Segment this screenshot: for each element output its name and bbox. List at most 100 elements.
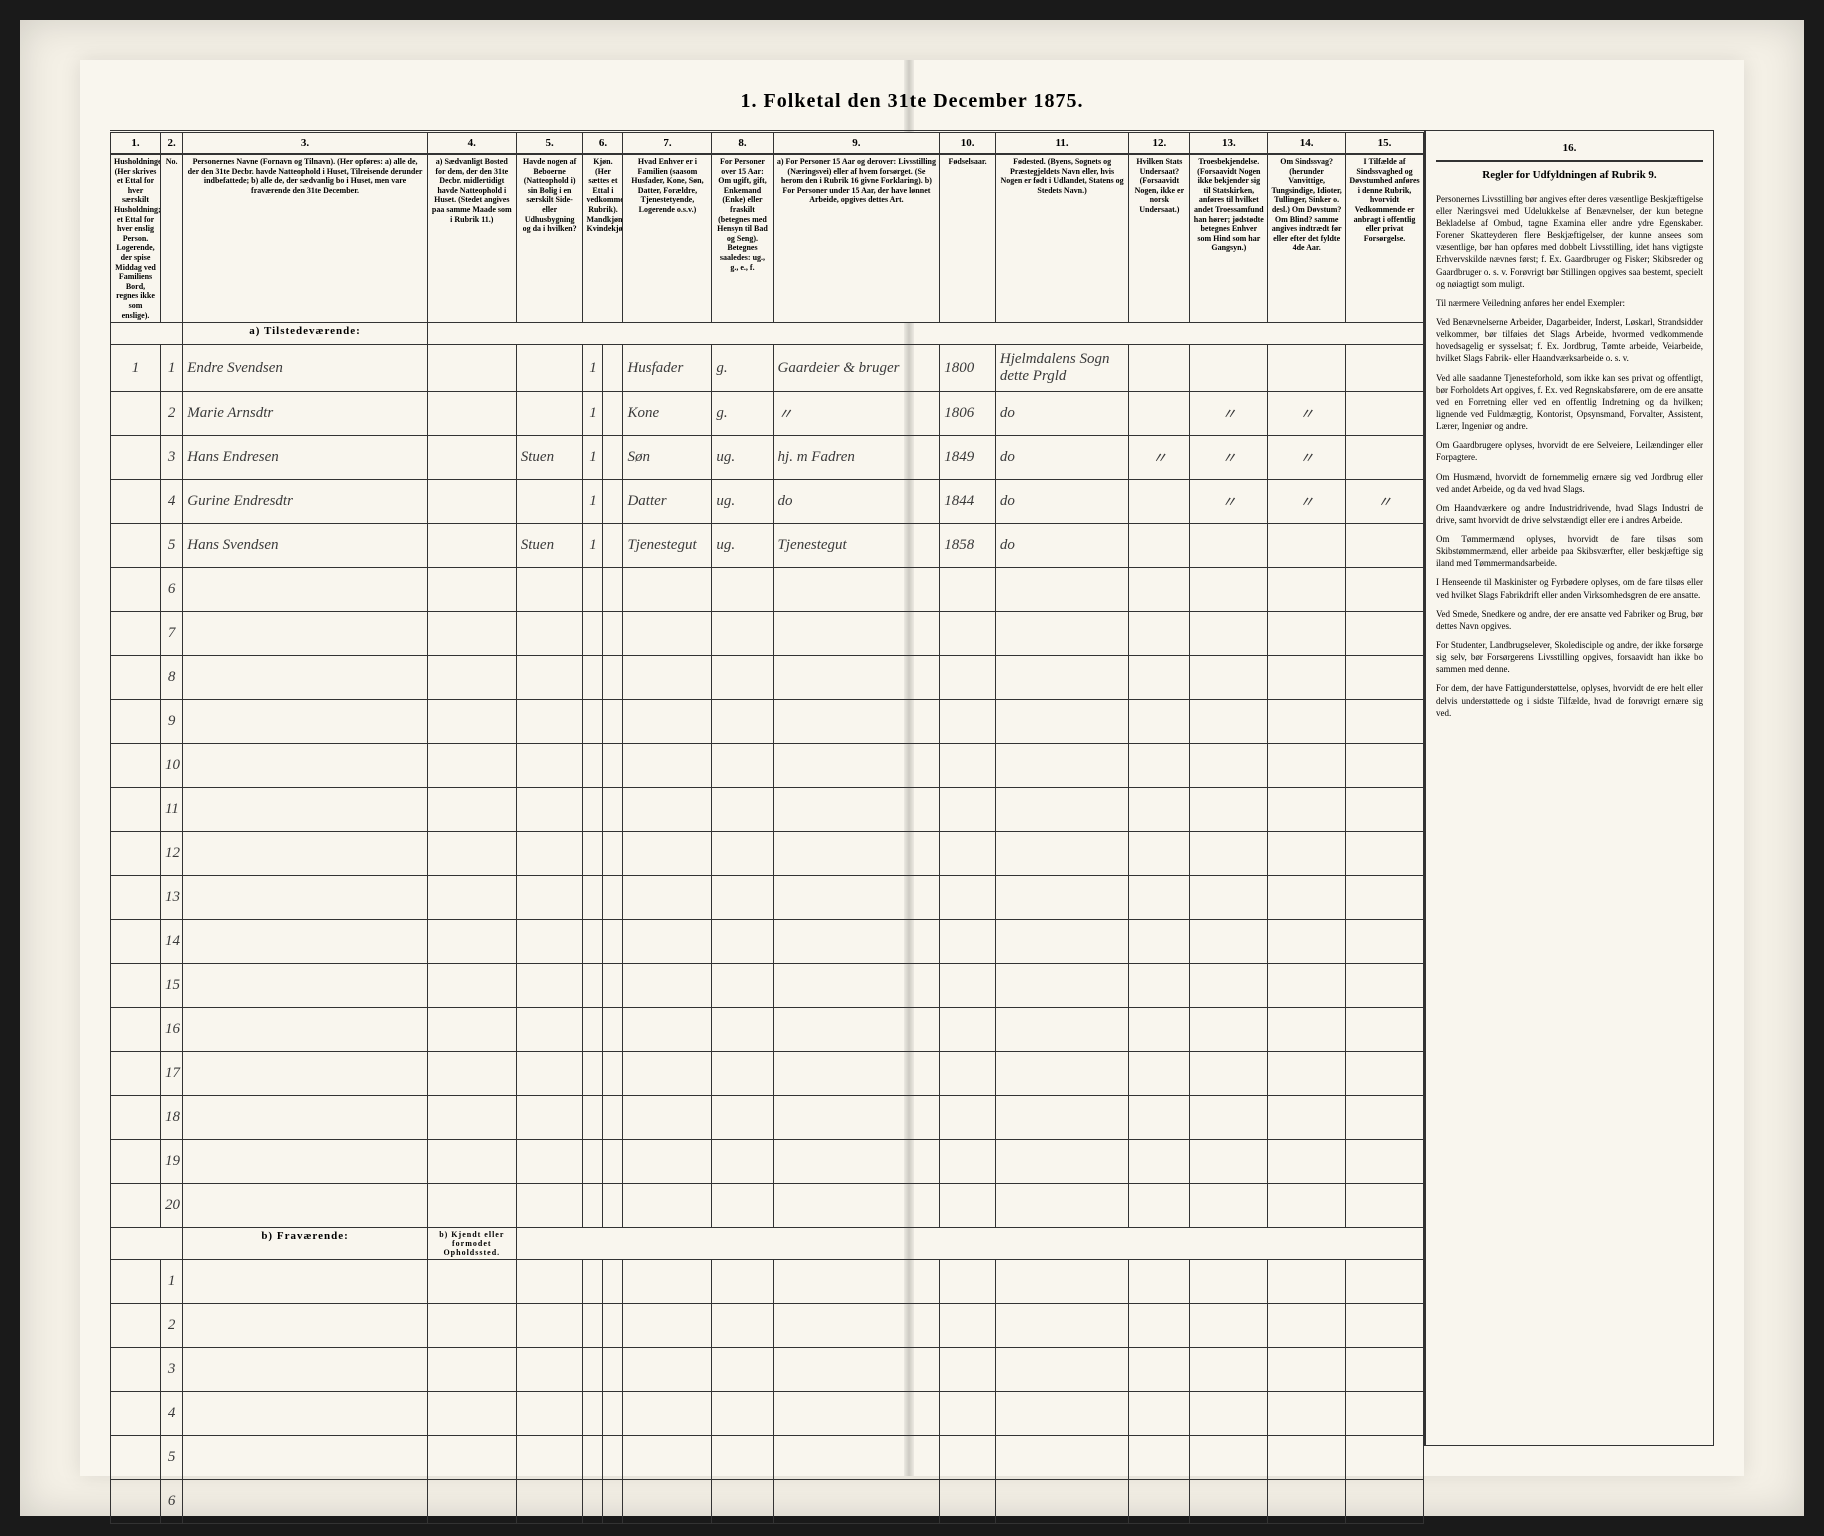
table-cell <box>183 1304 428 1348</box>
table-row: 4 <box>111 1392 1424 1436</box>
table-cell <box>1129 568 1190 612</box>
table-cell <box>773 1304 940 1348</box>
table-cell <box>773 744 940 788</box>
table-cell: 13 <box>161 876 183 920</box>
table-cell <box>712 788 773 832</box>
table-cell: 3 <box>161 1348 183 1392</box>
head-14: Om Sindssvag? (herunder Vanvittige, Tung… <box>1268 154 1346 323</box>
table-cell <box>995 1392 1128 1436</box>
table-cell <box>1190 876 1268 920</box>
table-cell <box>603 1008 623 1052</box>
table-cell <box>583 1348 603 1392</box>
table-cell <box>940 612 996 656</box>
table-cell <box>623 1184 712 1228</box>
table-cell <box>427 1480 516 1524</box>
table-cell <box>1346 1184 1424 1228</box>
table-cell: 5 <box>161 524 183 568</box>
sidebar-p1: Personernes Livsstilling bør angives eft… <box>1436 193 1703 290</box>
table-cell: hj. m Fadren <box>773 436 940 480</box>
table-cell <box>516 1008 583 1052</box>
table-cell <box>940 1052 996 1096</box>
table-cell <box>1268 744 1346 788</box>
table-cell <box>1268 1304 1346 1348</box>
table-cell <box>516 1184 583 1228</box>
table-cell <box>1346 964 1424 1008</box>
table-row: 1 <box>111 1260 1424 1304</box>
table-cell <box>111 788 161 832</box>
table-cell: 17 <box>161 1052 183 1096</box>
table-cell <box>623 1260 712 1304</box>
sidebar-p6: Om Husmænd, hvorvidt de fornemmelig ernæ… <box>1436 471 1703 495</box>
table-cell <box>1346 1008 1424 1052</box>
table-cell <box>712 1096 773 1140</box>
col-num-5: 5. <box>516 132 583 155</box>
table-cell <box>773 1184 940 1228</box>
table-cell <box>427 1052 516 1096</box>
table-cell <box>1268 876 1346 920</box>
table-cell: 〃 <box>1268 392 1346 436</box>
table-cell: 1 <box>583 524 603 568</box>
table-cell <box>940 1480 996 1524</box>
table-cell <box>516 612 583 656</box>
table-cell <box>603 832 623 876</box>
table-cell <box>773 1436 940 1480</box>
table-cell <box>712 1052 773 1096</box>
table-row: 5Hans SvendsenStuen1Tjenestegutug.Tjenes… <box>111 524 1424 568</box>
table-row: 9 <box>111 700 1424 744</box>
table-cell <box>712 964 773 1008</box>
table-cell <box>995 964 1128 1008</box>
table-cell <box>940 1096 996 1140</box>
table-cell <box>183 1052 428 1096</box>
table-cell <box>111 1096 161 1140</box>
sidebar-p5: Om Gaardbrugere oplyses, hvorvidt de ere… <box>1436 439 1703 463</box>
head-5: Havde nogen af Beboerne (Natteophold i) … <box>516 154 583 323</box>
table-cell: 18 <box>161 1096 183 1140</box>
table-cell <box>183 964 428 1008</box>
table-cell <box>712 1184 773 1228</box>
table-cell <box>940 700 996 744</box>
table-cell <box>995 1348 1128 1392</box>
table-cell <box>583 656 603 700</box>
table-cell <box>111 1392 161 1436</box>
table-cell: 9 <box>161 700 183 744</box>
table-cell <box>583 612 603 656</box>
table-cell <box>1129 1052 1190 1096</box>
table-cell <box>427 1436 516 1480</box>
table-cell <box>603 788 623 832</box>
table-cell: 1800 <box>940 345 996 392</box>
table-cell <box>583 700 603 744</box>
table-cell <box>427 436 516 480</box>
table-cell <box>603 1184 623 1228</box>
table-cell: ug. <box>712 436 773 480</box>
table-cell: Tjenestegut <box>773 524 940 568</box>
table-cell <box>1129 1304 1190 1348</box>
table-cell <box>111 656 161 700</box>
table-cell <box>1346 568 1424 612</box>
table-cell <box>111 964 161 1008</box>
table-cell <box>516 788 583 832</box>
table-cell <box>623 612 712 656</box>
table-cell <box>1190 744 1268 788</box>
table-cell <box>183 744 428 788</box>
table-cell <box>183 1140 428 1184</box>
table-cell <box>1346 1096 1424 1140</box>
table-cell <box>1129 1348 1190 1392</box>
head-10: Fødselsaar. <box>940 154 996 323</box>
table-cell <box>1346 1260 1424 1304</box>
table-cell <box>1346 1392 1424 1436</box>
table-cell <box>1190 656 1268 700</box>
table-row: 11Endre Svendsen1Husfaderg.Gaardeier & b… <box>111 345 1424 392</box>
table-cell <box>427 656 516 700</box>
col-num-2: 2. <box>161 132 183 155</box>
table-cell <box>1129 1096 1190 1140</box>
col-num-7: 7. <box>623 132 712 155</box>
table-cell <box>516 744 583 788</box>
table-cell <box>516 1140 583 1184</box>
table-cell: 7 <box>161 612 183 656</box>
table-cell <box>940 568 996 612</box>
table-cell: 〃 <box>1190 392 1268 436</box>
table-cell <box>773 1008 940 1052</box>
head-12: Hvilken Stats Undersaat? (Forsaavidt Nog… <box>1129 154 1190 323</box>
table-cell <box>712 876 773 920</box>
table-cell: Endre Svendsen <box>183 345 428 392</box>
